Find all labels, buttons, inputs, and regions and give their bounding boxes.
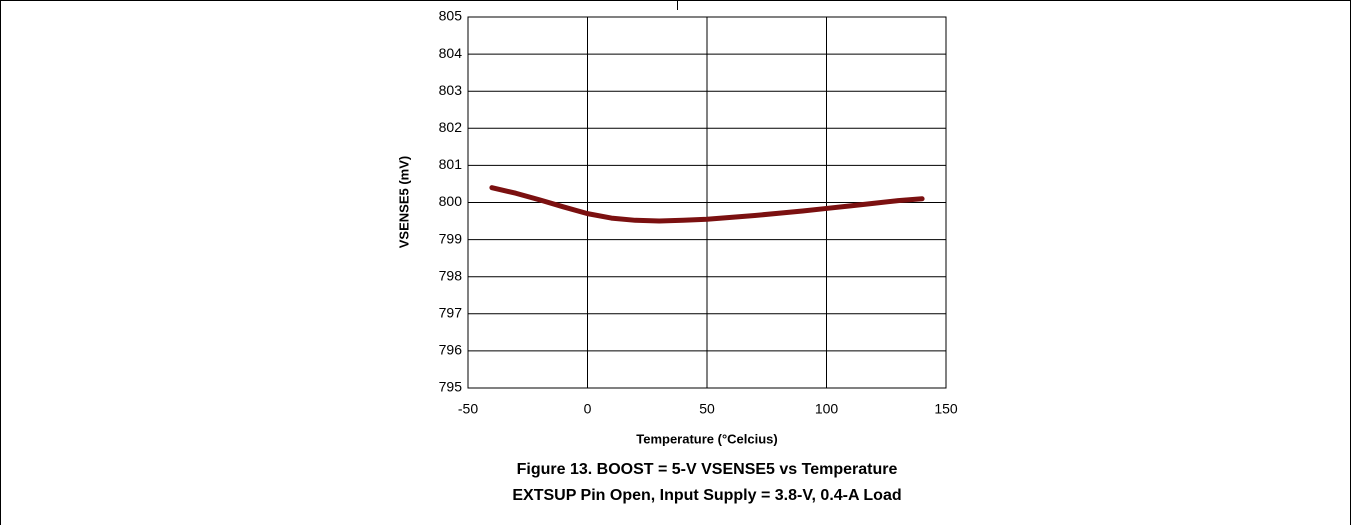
y-tick-label: 798	[439, 267, 463, 283]
y-axis-label: VSENSE5 (mV)	[396, 156, 411, 248]
x-tick-label: 100	[815, 401, 839, 417]
x-tick-label: 0	[584, 401, 592, 417]
y-tick-label: 800	[439, 193, 463, 209]
x-axis-label: Temperature (°Celcius)	[636, 431, 778, 446]
data-line	[489, 185, 925, 224]
y-tick-label: 797	[439, 305, 463, 321]
y-tick-label: 805	[439, 8, 463, 24]
x-tick-label: 50	[699, 401, 715, 417]
y-tick-label: 799	[439, 230, 463, 246]
chart-subtitle: EXTSUP Pin Open, Input Supply = 3.8-V, 0…	[512, 487, 901, 504]
y-tick-label: 802	[439, 119, 463, 135]
chart-title: Figure 13. BOOST = 5-V VSENSE5 vs Temper…	[517, 461, 898, 478]
x-tick-label: -50	[458, 401, 478, 417]
y-tick-label: 796	[439, 342, 463, 358]
y-tick-label: 801	[439, 156, 463, 172]
y-tick-label: 795	[439, 379, 463, 395]
y-tick-label: 804	[439, 45, 463, 61]
x-tick-label: 150	[934, 401, 958, 417]
y-tick-label: 803	[439, 82, 463, 98]
